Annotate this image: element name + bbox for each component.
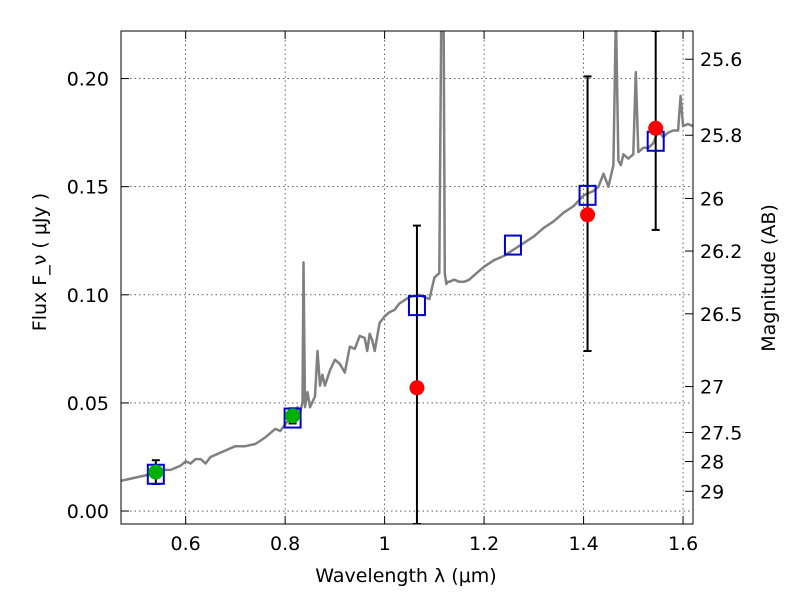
detection-point — [148, 464, 164, 480]
mag-tick-label: 25.6 — [700, 49, 742, 71]
y-tick-label: 0.15 — [67, 177, 109, 199]
y-tick-label: 0.10 — [67, 285, 109, 307]
mag-tick-label: 28 — [700, 451, 724, 473]
mag-tick-label: 26.5 — [700, 304, 742, 326]
measured-flux-point — [648, 120, 664, 136]
mag-tick-label: 26 — [700, 188, 724, 210]
x-tick-label: 1 — [379, 533, 391, 555]
axis-ticks: 0.6 0.8 1 1.2 1.4 1.6 0.00 0.05 0.10 0.15 0.20 25.6… — [67, 31, 742, 555]
mag-tick-label: 27.5 — [700, 423, 742, 445]
plot-frame — [120, 30, 694, 525]
y-tick-label: 0.20 — [67, 69, 109, 91]
detection-point — [285, 408, 301, 424]
mag-tick-label: 25.8 — [700, 125, 742, 147]
x-axis-label: Wavelength λ (μm) — [315, 565, 496, 587]
x-tick-label: 1.4 — [568, 533, 598, 555]
model-photometry-point — [503, 234, 522, 256]
mag-tick-label: 29 — [700, 481, 724, 503]
x-tick-label: 1.2 — [469, 533, 499, 555]
x-tick-label: 0.6 — [171, 533, 201, 555]
measured-flux-point — [409, 380, 425, 396]
y-tick-label: 0.05 — [67, 393, 109, 415]
x-tick-label: 1.6 — [668, 533, 698, 555]
model-spectrum-line — [121, 31, 693, 483]
mag-tick-label: 27 — [700, 377, 724, 399]
mag-tick-label: 26.2 — [700, 241, 742, 263]
y-tick-label: 0.00 — [67, 501, 109, 523]
plot-area — [121, 31, 693, 524]
x-tick-label: 0.8 — [270, 533, 300, 555]
right-y-axis-label: Magnitude (AB) — [758, 204, 780, 352]
y-axis-label: Flux F_ν ( μJy ) — [29, 193, 51, 331]
measured-flux-point — [580, 207, 596, 223]
model-photometry-point — [578, 184, 597, 206]
grid-lines — [121, 31, 693, 524]
model-photometry-point — [407, 295, 426, 317]
